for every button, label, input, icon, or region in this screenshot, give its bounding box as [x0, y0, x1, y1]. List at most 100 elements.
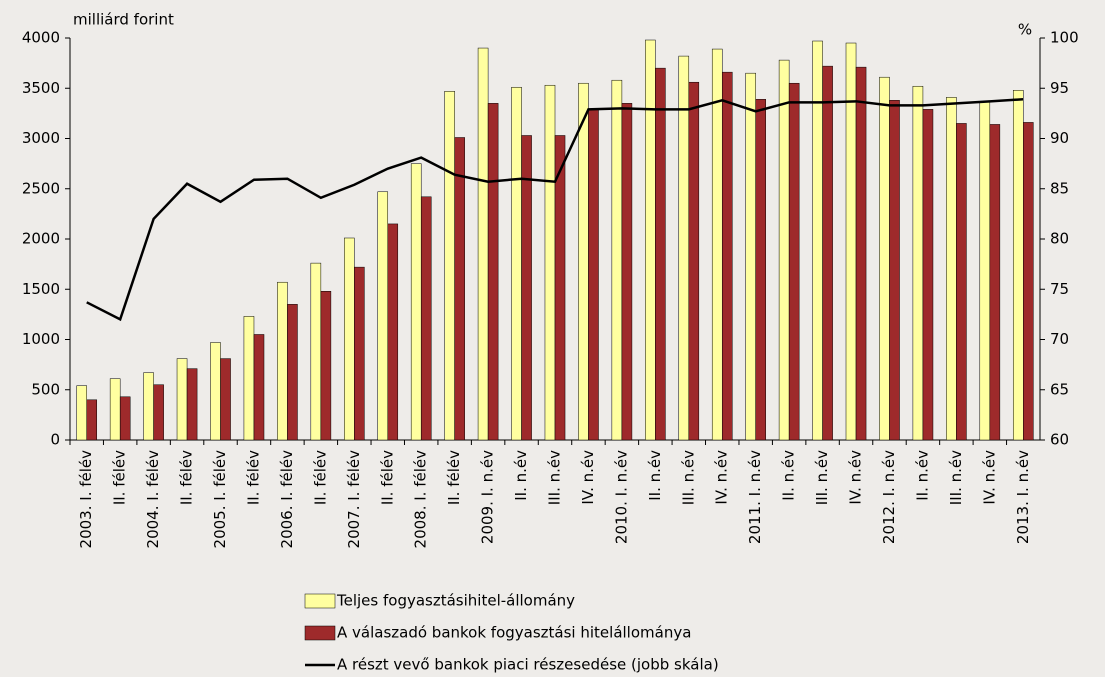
bar: [354, 266, 365, 441]
x-tick-label: 2004. I. félév: [144, 450, 162, 549]
y-tick-label: 0: [50, 431, 60, 449]
y-tick-label: 3000: [22, 129, 60, 147]
x-tick-label: IV. n.év: [980, 450, 998, 505]
y-tick-label: 2500: [22, 179, 60, 197]
bar: [277, 281, 288, 441]
x-tick-label: II. n.év: [913, 450, 931, 501]
bar: [778, 59, 790, 441]
bar: [621, 103, 633, 441]
legend-swatch: [304, 625, 336, 641]
bar: [454, 137, 465, 441]
legend-label: A részt vevő bankok piaci részesedése (j…: [337, 656, 719, 674]
x-tick-label: IV. n.év: [847, 450, 865, 505]
y2-tick-label: 80: [1050, 230, 1069, 248]
x-tick-label: II. n.év: [512, 450, 530, 501]
bar: [1023, 122, 1034, 441]
bar: [688, 81, 700, 441]
x-tick-label: II. félév: [111, 450, 129, 505]
bar: [444, 91, 455, 441]
y2-tick-label: 60: [1050, 431, 1069, 449]
y2-tick-label: 90: [1050, 129, 1069, 147]
x-tick-label: 2003. I. félév: [77, 450, 95, 549]
x-tick-label: 2012. I. n.év: [880, 450, 898, 544]
bar: [745, 72, 756, 441]
bar: [86, 399, 98, 441]
x-tick-label: 2006. I. félév: [278, 450, 296, 549]
bar: [544, 84, 556, 441]
bar: [655, 67, 666, 441]
x-tick-label: II. n.év: [646, 450, 664, 501]
bar: [1012, 90, 1024, 441]
bar: [220, 358, 231, 441]
x-tick-label: 2008. I. félév: [412, 450, 430, 549]
x-tick-label: III. n.év: [546, 450, 564, 505]
x-tick-label: III. n.év: [813, 450, 831, 505]
bar: [721, 71, 733, 441]
x-tick-label: II. félév: [311, 450, 329, 505]
y2-tick-label: 85: [1050, 179, 1069, 197]
bar: [578, 82, 589, 441]
bar: [119, 396, 131, 441]
bar: [678, 55, 690, 441]
y2-tick-label: 95: [1050, 79, 1069, 97]
bar: [420, 196, 432, 441]
bar: [76, 385, 87, 441]
y-tick-label: 1500: [22, 280, 60, 298]
bar: [812, 40, 823, 441]
x-tick-label: 2011. I. n.év: [746, 450, 764, 544]
bar: [186, 368, 198, 441]
bar: [511, 86, 522, 441]
bar: [711, 48, 723, 441]
x-tick-label: III. n.év: [679, 450, 697, 505]
y2-tick-label: 75: [1050, 280, 1069, 298]
bar: [645, 39, 656, 441]
x-tick-label: 2010. I. n.év: [612, 450, 630, 544]
bar: [487, 103, 499, 441]
bar: [554, 135, 566, 441]
y-tick-label: 500: [31, 380, 60, 398]
legend-label: A válaszadó bankok fogyasztási hitelállo…: [337, 624, 691, 642]
y-tick-label: 2000: [22, 230, 60, 248]
y-tick-label: 1000: [22, 330, 60, 348]
line: [86, 98, 1024, 322]
bar: [210, 342, 221, 441]
bar: [611, 79, 623, 441]
bar: [588, 109, 599, 441]
y2-tick-label: 65: [1050, 380, 1069, 398]
legend-swatch: [304, 593, 336, 609]
bar: [310, 262, 322, 441]
x-tick-label: 2013. I. n.év: [1014, 450, 1032, 544]
y-tick-label: 3500: [22, 79, 60, 97]
bar: [387, 223, 399, 441]
bar: [109, 378, 121, 441]
bar: [243, 316, 255, 441]
y-axis-label: milliárd forint: [73, 11, 174, 29]
bar: [822, 65, 833, 441]
bar: [143, 372, 154, 441]
bar: [377, 191, 389, 441]
bar: [320, 291, 332, 441]
bar: [410, 163, 422, 441]
bar: [521, 135, 532, 441]
y2-axis-label: %: [1018, 21, 1032, 39]
bar: [989, 124, 1001, 441]
x-tick-label: 2005. I. félév: [211, 450, 229, 549]
x-tick-label: 2007. I. félév: [345, 450, 363, 549]
x-tick-label: II. n.év: [780, 450, 798, 501]
x-tick-label: IV. n.év: [713, 450, 731, 505]
x-tick-label: II. félév: [178, 450, 196, 505]
x-tick-label: 2009. I. n.év: [479, 450, 497, 544]
bar: [755, 99, 766, 441]
bar: [922, 109, 934, 441]
x-tick-label: IV. n.év: [579, 450, 597, 505]
bar: [788, 82, 800, 441]
y2-tick-label: 70: [1050, 330, 1069, 348]
bar: [889, 100, 900, 441]
y2-tick-label: 100: [1050, 29, 1079, 47]
bar: [979, 101, 991, 441]
bar: [153, 384, 164, 441]
bar: [879, 76, 890, 441]
bar: [477, 47, 489, 441]
bar: [956, 123, 967, 441]
